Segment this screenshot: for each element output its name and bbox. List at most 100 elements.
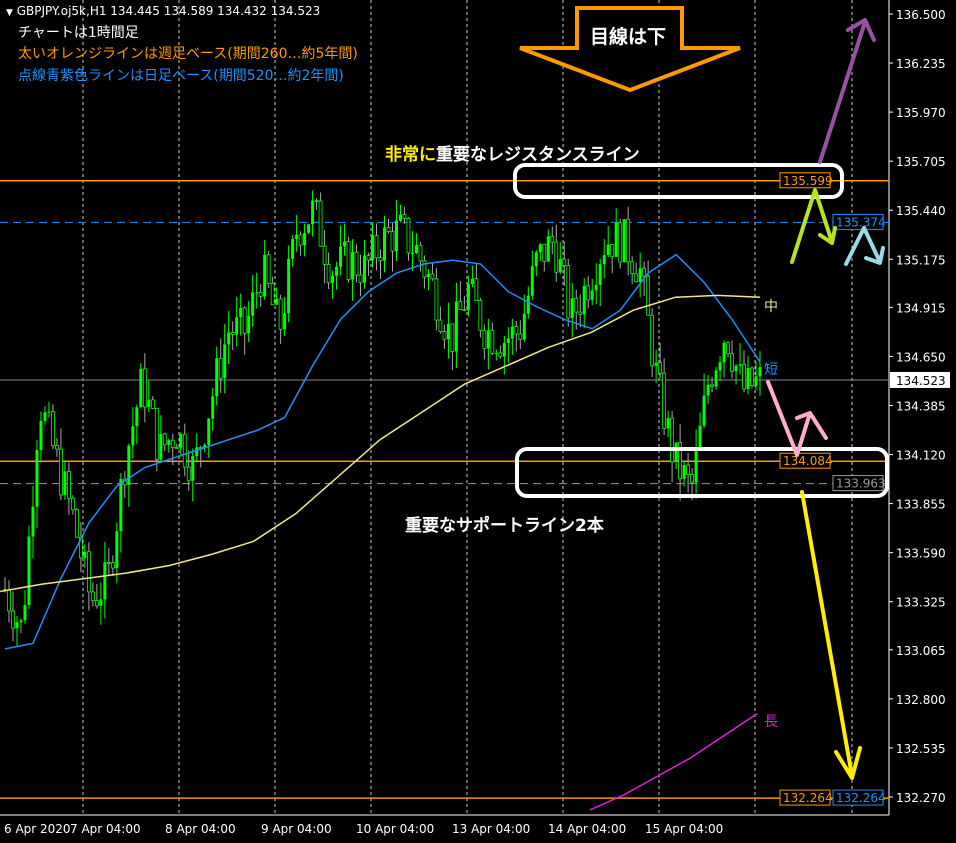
y-tick-label: 135.705 bbox=[896, 155, 946, 169]
level-label-box bbox=[832, 213, 884, 230]
y-tick-label: 134.915 bbox=[896, 301, 946, 315]
candle-bear bbox=[462, 309, 467, 311]
candle-bull bbox=[207, 418, 211, 445]
x-tick-label: 9 Apr 04:00 bbox=[261, 822, 332, 836]
note-timeframe: チャートは1時間足 bbox=[18, 25, 139, 41]
candle-bear bbox=[422, 260, 427, 278]
candle-bull bbox=[351, 252, 355, 280]
candle-bull bbox=[614, 222, 618, 257]
level-label-box bbox=[779, 452, 831, 469]
candle-bear bbox=[402, 214, 407, 219]
candle-bull bbox=[706, 384, 710, 396]
x-tick-label: 6 Apr 2020 bbox=[4, 822, 71, 836]
candle-bear bbox=[418, 244, 423, 262]
candle-bear bbox=[59, 448, 63, 496]
yellow-down-arrow bbox=[800, 490, 862, 780]
candle-bull bbox=[394, 220, 398, 252]
candle-bull bbox=[506, 338, 510, 343]
candle-bear bbox=[378, 257, 383, 262]
candle-bear bbox=[658, 362, 663, 374]
candle-bear bbox=[174, 447, 179, 449]
candle-bull bbox=[191, 456, 195, 481]
y-tick-label: 134.120 bbox=[896, 449, 946, 463]
y-tick-label: 136.500 bbox=[896, 8, 946, 22]
candle-bull bbox=[311, 200, 315, 225]
candle-bull bbox=[426, 274, 430, 278]
green-arrow bbox=[790, 188, 837, 264]
y-tick-label: 133.855 bbox=[896, 498, 946, 512]
candle-bull bbox=[654, 362, 658, 366]
candle-bear bbox=[726, 342, 730, 355]
candle-bear bbox=[434, 278, 439, 321]
y-tick-label: 133.325 bbox=[896, 596, 946, 610]
ma-short-label: 短 bbox=[764, 362, 778, 378]
candle-bull bbox=[263, 254, 267, 297]
candle-bear bbox=[574, 297, 579, 313]
note-blue-lines: 点線青紫色ラインは日足ベース(期間520…約2年間) bbox=[18, 68, 344, 84]
purple-up-arrow bbox=[818, 18, 876, 164]
candle-bear bbox=[478, 300, 483, 331]
candle-bear bbox=[430, 273, 435, 280]
candle-bear bbox=[230, 332, 235, 335]
candle-bear bbox=[71, 497, 75, 511]
candle-bull bbox=[582, 285, 586, 315]
candle-bear bbox=[442, 331, 447, 340]
candle-bear bbox=[690, 474, 694, 483]
candle-bull bbox=[31, 506, 35, 537]
candle-bull bbox=[167, 440, 171, 445]
candle-bear bbox=[482, 329, 487, 349]
candle-bear bbox=[278, 298, 283, 330]
candle-bull bbox=[606, 244, 610, 256]
candle-bull bbox=[307, 224, 311, 233]
level-label: 135.374 bbox=[836, 215, 886, 229]
candle-bull bbox=[211, 396, 215, 419]
candle-bull bbox=[119, 479, 123, 532]
candle-bull bbox=[758, 367, 762, 377]
candle-bear bbox=[266, 254, 271, 284]
candle-bull bbox=[414, 245, 418, 253]
candle-bear bbox=[742, 363, 746, 390]
y-tick-label: 135.970 bbox=[896, 106, 946, 120]
candle-bull bbox=[526, 295, 530, 314]
ma-mid-line bbox=[0, 294, 761, 593]
candle-bear bbox=[630, 261, 635, 275]
y-tick-label: 135.440 bbox=[896, 204, 946, 218]
candle-bear bbox=[626, 218, 631, 263]
candle-bear bbox=[318, 200, 323, 247]
candle-bear bbox=[366, 255, 371, 261]
candle-bull bbox=[538, 244, 542, 253]
candle-bull bbox=[283, 313, 287, 330]
candle-bear bbox=[142, 368, 147, 408]
y-tick-label: 132.535 bbox=[896, 742, 946, 756]
candle-bear bbox=[634, 273, 639, 283]
y-tick-label: 132.270 bbox=[896, 791, 946, 805]
candle-bull bbox=[698, 425, 702, 449]
candle-bear bbox=[386, 227, 391, 232]
candle-bear bbox=[662, 372, 667, 429]
candle-bear bbox=[554, 241, 559, 273]
y-tick-label: 133.065 bbox=[896, 644, 946, 658]
candle-bull bbox=[363, 255, 367, 283]
candle-bull bbox=[127, 445, 131, 485]
candle-bear bbox=[458, 301, 463, 310]
candle-bull bbox=[203, 444, 207, 448]
candle-bull bbox=[502, 342, 506, 357]
y-tick-label: 136.235 bbox=[896, 57, 946, 71]
y-tick-label: 133.590 bbox=[896, 547, 946, 561]
candle-bull bbox=[398, 214, 402, 221]
ma-mid-label: 中 bbox=[764, 299, 778, 315]
support-label: 重要なサポートライン2本 bbox=[405, 516, 604, 536]
candle-bull bbox=[63, 471, 67, 495]
candle-bull bbox=[291, 239, 295, 259]
candle-bull bbox=[179, 434, 183, 448]
x-tick-label: 14 Apr 04:00 bbox=[548, 822, 626, 836]
level-label: 134.084 bbox=[783, 454, 833, 468]
level-label-box bbox=[779, 789, 831, 806]
candle-bull bbox=[99, 599, 103, 606]
candle-bear bbox=[298, 234, 303, 246]
candle-bull bbox=[135, 407, 139, 427]
candle-bull bbox=[223, 344, 227, 379]
candle-bull bbox=[159, 433, 163, 460]
candle-bear bbox=[562, 258, 567, 266]
